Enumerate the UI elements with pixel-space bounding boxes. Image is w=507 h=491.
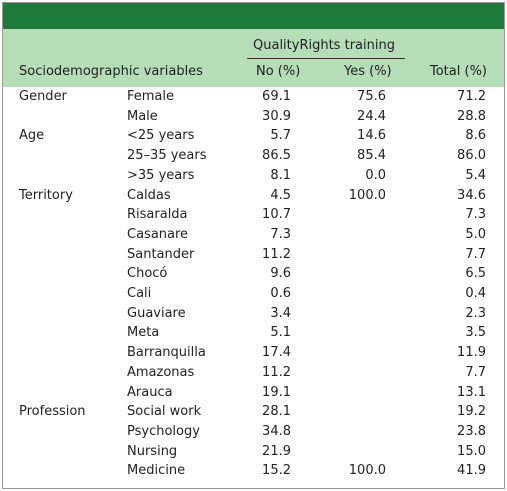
column-header: Yes (%) xyxy=(344,64,392,79)
cell: 9.6 xyxy=(270,266,291,282)
cell: 7.3 xyxy=(270,226,291,242)
row-label: Chocó xyxy=(127,266,168,282)
row-group: Territory xyxy=(19,187,73,203)
cell: 0.0 xyxy=(365,167,386,183)
row-label: Caldas xyxy=(127,187,171,203)
cell: 5.7 xyxy=(270,128,291,144)
cell: 71.2 xyxy=(457,89,486,104)
cell: 17.4 xyxy=(262,345,291,361)
cell: 19.2 xyxy=(457,404,486,420)
cell: 100.0 xyxy=(348,463,386,479)
row-label: Cali xyxy=(127,286,152,301)
cell: 23.8 xyxy=(457,423,486,439)
cell: 24.4 xyxy=(357,108,386,124)
row-label: 25–35 years xyxy=(127,148,207,164)
group-rule xyxy=(247,58,405,59)
cell: 19.1 xyxy=(262,384,291,400)
cell: 69.1 xyxy=(262,89,291,104)
row-label: Psychology xyxy=(127,423,200,439)
column-header: No (%) xyxy=(256,64,301,79)
cell: 6.5 xyxy=(465,266,486,282)
row-label: Male xyxy=(127,108,158,124)
row-group: Gender xyxy=(19,89,67,104)
group-header: QualityRights training xyxy=(253,38,395,53)
column-header: Sociodemographic variables xyxy=(19,64,203,79)
cell: 34.6 xyxy=(457,187,486,203)
cell: 5.0 xyxy=(465,226,486,242)
cell: 86.5 xyxy=(262,148,291,164)
cell: 5.1 xyxy=(270,325,291,341)
cell: 86.0 xyxy=(457,148,486,164)
row-label: Guaviare xyxy=(127,305,186,321)
row-label: Medicine xyxy=(127,463,186,479)
cell: 13.1 xyxy=(457,384,486,400)
cell: 11.2 xyxy=(262,246,291,262)
row-group: Age xyxy=(19,128,45,144)
cell: 14.6 xyxy=(357,128,386,144)
row-label: <25 years xyxy=(127,128,195,144)
cell: 0.6 xyxy=(270,286,291,301)
row-label: Social work xyxy=(127,404,202,420)
cell: 0.4 xyxy=(465,286,486,301)
column-header: Total (%) xyxy=(430,64,487,79)
row-label: Santander xyxy=(127,246,195,262)
cell: 11.9 xyxy=(457,345,486,361)
row-label: Amazonas xyxy=(127,364,195,380)
cell: 2.3 xyxy=(465,305,486,321)
cell: 28.8 xyxy=(457,108,486,124)
cell: 34.8 xyxy=(262,423,291,439)
cell: 10.7 xyxy=(262,207,291,223)
cell: 8.1 xyxy=(270,167,291,183)
cell: 5.4 xyxy=(465,167,486,183)
cell: 11.2 xyxy=(262,364,291,380)
row-group: Profession xyxy=(19,404,86,420)
row-label: Casanare xyxy=(127,226,189,242)
cell: 3.4 xyxy=(270,305,291,321)
cell: 7.7 xyxy=(465,364,486,380)
cell: 21.9 xyxy=(262,443,291,459)
cell: 28.1 xyxy=(262,404,291,420)
row-label: Meta xyxy=(127,325,160,341)
cell: 3.5 xyxy=(465,325,486,341)
cell: 41.9 xyxy=(457,463,486,479)
cell: 15.0 xyxy=(457,443,486,459)
cell: 8.6 xyxy=(465,128,486,144)
row-label: Nursing xyxy=(127,443,178,459)
cell: 7.3 xyxy=(465,207,486,223)
cell: 15.2 xyxy=(262,463,291,479)
row-label: Risaralda xyxy=(127,207,188,223)
cell: 85.4 xyxy=(357,148,386,164)
cell: 100.0 xyxy=(348,187,386,203)
cell: 4.5 xyxy=(270,187,291,203)
cell: 30.9 xyxy=(262,108,291,124)
row-label: Arauca xyxy=(127,384,173,400)
title-bar xyxy=(3,3,504,29)
row-label: >35 years xyxy=(127,167,195,183)
row-label: Barranquilla xyxy=(127,345,206,361)
cell: 75.6 xyxy=(357,89,386,104)
row-label: Female xyxy=(127,89,175,104)
cell: 7.7 xyxy=(465,246,486,262)
